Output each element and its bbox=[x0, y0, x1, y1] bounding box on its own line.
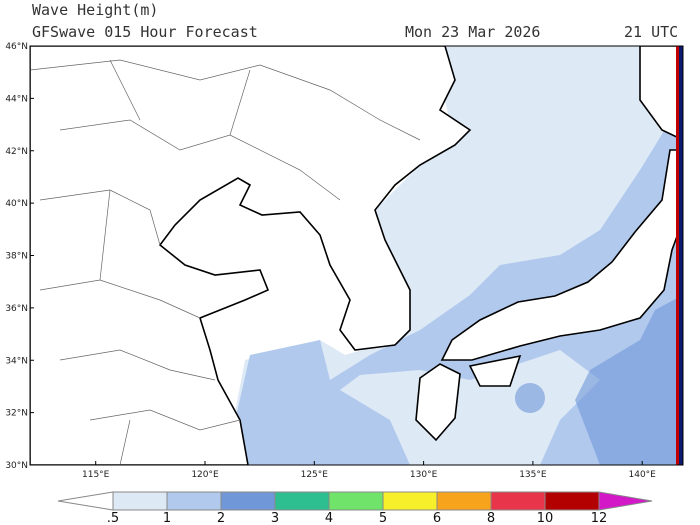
colorbar-label: 3 bbox=[271, 511, 279, 525]
colorbar: .5 1 2 3 4 5 6 8 10 12 bbox=[57, 491, 653, 525]
lon-label: 135°E bbox=[519, 470, 547, 480]
map bbox=[29, 45, 684, 466]
subtitle: GFSwave 015 Hour Forecast bbox=[32, 23, 258, 41]
lat-label: 38°N bbox=[5, 252, 28, 262]
lat-label: 32°N bbox=[5, 409, 28, 419]
lat-label: 36°N bbox=[5, 304, 28, 314]
colorbar-label: 1 bbox=[163, 511, 171, 525]
edge-band bbox=[676, 46, 679, 465]
colorbar-box bbox=[436, 491, 492, 511]
honshu bbox=[440, 149, 683, 361]
kyushu bbox=[415, 363, 461, 442]
colorbar-label: 8 bbox=[487, 511, 495, 525]
title: Wave Height(m) bbox=[32, 1, 158, 19]
lat-label: 40°N bbox=[5, 199, 28, 209]
colorbar-label: .5 bbox=[107, 511, 119, 525]
colorbar-label: 10 bbox=[537, 511, 554, 525]
lon-label: 120°E bbox=[191, 470, 219, 480]
colorbar-box bbox=[274, 491, 330, 511]
colorbar-box bbox=[112, 491, 168, 511]
colorbar-box bbox=[544, 491, 600, 511]
lon-label: 130°E bbox=[410, 470, 438, 480]
colorbar-box bbox=[490, 491, 546, 511]
wave-patch bbox=[575, 295, 683, 465]
colorbar-box bbox=[382, 491, 438, 511]
colorbar-box bbox=[220, 491, 276, 511]
colorbar-arrow bbox=[598, 491, 653, 511]
colorbar-label: 2 bbox=[217, 511, 225, 525]
colorbar-arrow bbox=[57, 491, 114, 511]
colorbar-label: 12 bbox=[591, 511, 608, 525]
colorbar-box bbox=[328, 491, 384, 511]
lon-label: 115°E bbox=[82, 470, 110, 480]
shikoku bbox=[468, 354, 522, 387]
wave-patch bbox=[515, 383, 545, 413]
hokkaido bbox=[639, 46, 683, 141]
date: Mon 23 Mar 2026 bbox=[405, 23, 540, 41]
lon-label: 125°E bbox=[301, 470, 329, 480]
colorbar-label: 4 bbox=[325, 511, 333, 525]
lat-label: 34°N bbox=[5, 356, 28, 366]
edge-band bbox=[679, 46, 683, 465]
lon-label: 140°E bbox=[629, 470, 657, 480]
lat-label: 30°N bbox=[5, 461, 28, 471]
lat-label: 46°N bbox=[5, 42, 28, 52]
wave-region-light-2 bbox=[340, 350, 600, 465]
time: 21 UTC bbox=[624, 23, 678, 41]
colorbar-label: 6 bbox=[433, 511, 441, 525]
province-borders bbox=[30, 59, 421, 465]
lat-label: 42°N bbox=[5, 147, 28, 157]
colorbar-label: 5 bbox=[379, 511, 387, 525]
colorbar-box bbox=[166, 491, 222, 511]
lat-label: 44°N bbox=[5, 94, 28, 104]
continent bbox=[30, 46, 472, 465]
